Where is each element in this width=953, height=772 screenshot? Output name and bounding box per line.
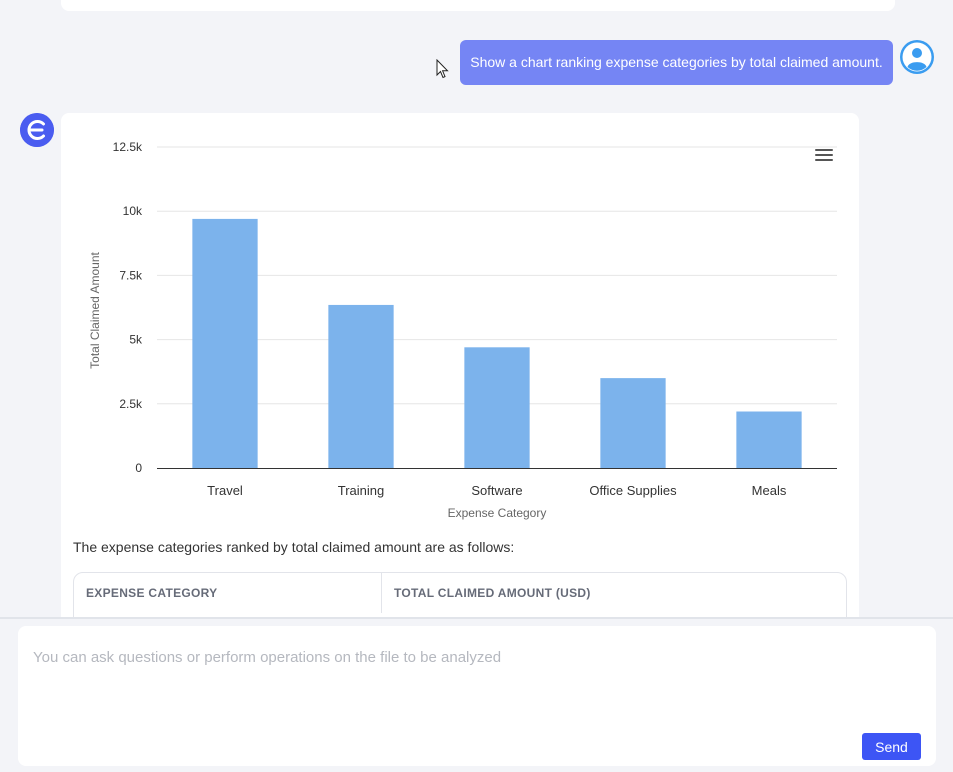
x-tick-label: Training (338, 483, 384, 498)
x-axis-title: Expense Category (448, 506, 547, 520)
message-input-box: Send (18, 626, 936, 766)
results-table: EXPENSE CATEGORY TOTAL CLAIMED AMOUNT (U… (73, 572, 847, 633)
x-tick-label: Travel (207, 483, 243, 498)
bar-chart: 0 2.5k 5k 7.5k 10k 12.5k Travel Training Softwar… (88, 140, 837, 520)
table-header-amount[interactable]: TOTAL CLAIMED AMOUNT (USD) (394, 586, 591, 600)
assistant-message-card: 0 2.5k 5k 7.5k 10k 12.5k Travel Training Softwar… (61, 113, 859, 633)
assistant-logo-icon (20, 113, 54, 147)
bar (328, 304, 394, 468)
input-area: Send (0, 619, 953, 772)
summary-text: The expense categories ranked by total c… (73, 539, 515, 555)
previous-message-card (61, 0, 895, 11)
hamburger-menu-icon[interactable] (815, 149, 833, 163)
bar (736, 411, 802, 468)
y-tick-label: 7.5k (119, 268, 143, 282)
send-button[interactable]: Send (862, 733, 921, 760)
user-message-bubble: Show a chart ranking expense categories … (460, 40, 893, 85)
y-tick-label: 10k (123, 204, 143, 218)
y-tick-label: 5k (129, 333, 143, 347)
y-tick-label: 0 (135, 461, 142, 475)
y-tick-label: 12.5k (113, 140, 143, 154)
message-input[interactable] (18, 626, 936, 766)
y-axis-title: Total Claimed Amount (88, 251, 102, 368)
mouse-cursor-icon (436, 59, 449, 79)
y-tick-label: 2.5k (119, 397, 143, 411)
bar (600, 378, 666, 468)
input-divider (0, 617, 953, 619)
x-tick-label: Meals (752, 483, 787, 498)
table-header-category[interactable]: EXPENSE CATEGORY (74, 573, 382, 613)
bar (192, 218, 258, 468)
x-tick-label: Software (471, 483, 522, 498)
user-avatar-icon[interactable] (900, 40, 934, 74)
x-tick-label: Office Supplies (589, 483, 677, 498)
bar (464, 347, 530, 468)
